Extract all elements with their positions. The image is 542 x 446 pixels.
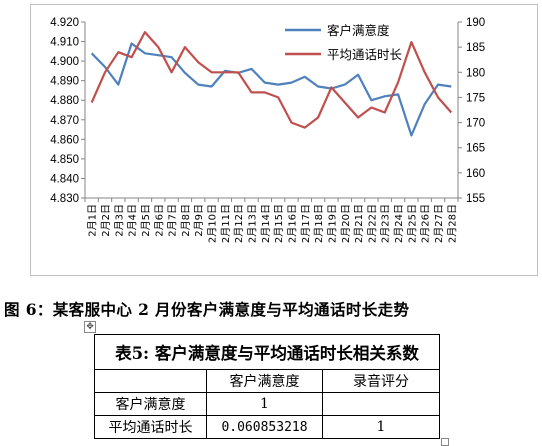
right-tick-label: 185: [466, 42, 485, 54]
x-tick-label: 2月19日: [326, 204, 338, 243]
table-cell: 0.060853218: [206, 415, 323, 439]
x-tick-label: 2月17日: [300, 204, 312, 243]
x-tick-label: 2月27日: [433, 204, 445, 243]
right-tick-label: 170: [466, 118, 485, 130]
table-cell: [322, 392, 440, 416]
x-tick-label: 2月18日: [313, 204, 325, 243]
line-chart: 4.830 4.840 4.850 4.860 4.870 4.880 4.890 4.900…: [50, 17, 485, 243]
x-tick-label: 2月21日: [353, 204, 365, 243]
series-line-call-duration: [90, 31, 453, 129]
x-tick-label: 2月26日: [420, 204, 432, 243]
chart-frame: 4.830 4.840 4.850 4.860 4.870 4.880 4.890 4.900…: [30, 4, 538, 276]
table-cell: 1: [206, 392, 323, 416]
x-tick-label: 2月28日: [446, 204, 458, 243]
x-tick-label: 2月3日: [113, 204, 125, 237]
table-move-handle-icon[interactable]: ✥: [84, 321, 96, 333]
left-tick-label: 4.860: [50, 134, 79, 146]
x-tick-label: 2月6日: [153, 204, 165, 237]
x-tick-label: 2月4日: [127, 204, 139, 237]
table-cell: 1: [322, 415, 440, 439]
table-cell: 平均通话时长: [94, 415, 207, 439]
x-tick-label: 2月22日: [366, 204, 378, 243]
right-tick-label: 180: [466, 67, 485, 79]
x-tick-label: 2月12日: [233, 204, 245, 243]
table-row: 客户满意度 1: [94, 392, 440, 416]
x-tick-label: 2月25日: [406, 204, 418, 243]
legend-label: 客户满意度: [327, 23, 390, 38]
left-tick-label: 4.920: [50, 17, 79, 29]
table-header-cell: 客户满意度: [206, 369, 323, 393]
table-header-cell: [94, 369, 207, 393]
legend-label: 平均通话时长: [327, 47, 403, 62]
left-tick-label: 4.840: [50, 173, 79, 185]
table-title-row: 表5: 客户满意度与平均通话时长相关系数: [94, 334, 440, 370]
table-cell: 客户满意度: [94, 392, 207, 416]
x-tick-label: 2月11日: [220, 204, 232, 243]
x-tick-label: 2月15日: [273, 204, 285, 243]
figure-caption: 图 6：某客服中心 2 月份客户满意度与平均通话时长走势: [4, 300, 410, 319]
x-tick-label: 2月1日: [87, 204, 99, 237]
right-tick-label: 165: [466, 143, 485, 155]
correlation-table: 表5: 客户满意度与平均通话时长相关系数 客户满意度 录音评分 客户满意度 1 …: [94, 334, 440, 439]
x-tick-label: 2月7日: [167, 204, 179, 237]
x-tick-label: 2月24日: [393, 204, 405, 243]
left-tick-label: 4.850: [50, 154, 79, 166]
right-tick-label: 155: [466, 193, 485, 205]
x-tick-label: 2月2日: [100, 204, 112, 237]
x-tick-label: 2月16日: [286, 204, 298, 243]
x-tick-label: 2月10日: [207, 204, 219, 243]
x-tick-label: 2月9日: [193, 204, 205, 237]
right-tick-label: 175: [466, 92, 485, 104]
table-row: 平均通话时长 0.060853218 1: [94, 415, 440, 439]
table-resize-handle[interactable]: [441, 438, 449, 446]
left-tick-label: 4.870: [50, 115, 79, 127]
x-tick-label: 2月20日: [340, 204, 352, 243]
x-tick-label: 2月14日: [260, 204, 272, 243]
right-tick-label: 160: [466, 168, 485, 180]
left-tick-label: 4.830: [50, 193, 79, 205]
x-tick-label: 2月13日: [247, 204, 259, 243]
x-tick-label: 2月8日: [180, 204, 192, 237]
table-title: 表5: 客户满意度与平均通话时长相关系数: [94, 334, 440, 370]
left-tick-label: 4.900: [50, 56, 79, 68]
left-tick-label: 4.890: [50, 76, 79, 88]
table-header-cell: 录音评分: [322, 369, 440, 393]
left-tick-label: 4.910: [50, 37, 79, 49]
left-tick-label: 4.880: [50, 95, 79, 107]
x-tick-label: 2月23日: [380, 204, 392, 243]
table-header-row: 客户满意度 录音评分: [94, 369, 440, 393]
x-tick-label: 2月5日: [140, 204, 152, 237]
right-tick-label: 190: [466, 17, 485, 29]
